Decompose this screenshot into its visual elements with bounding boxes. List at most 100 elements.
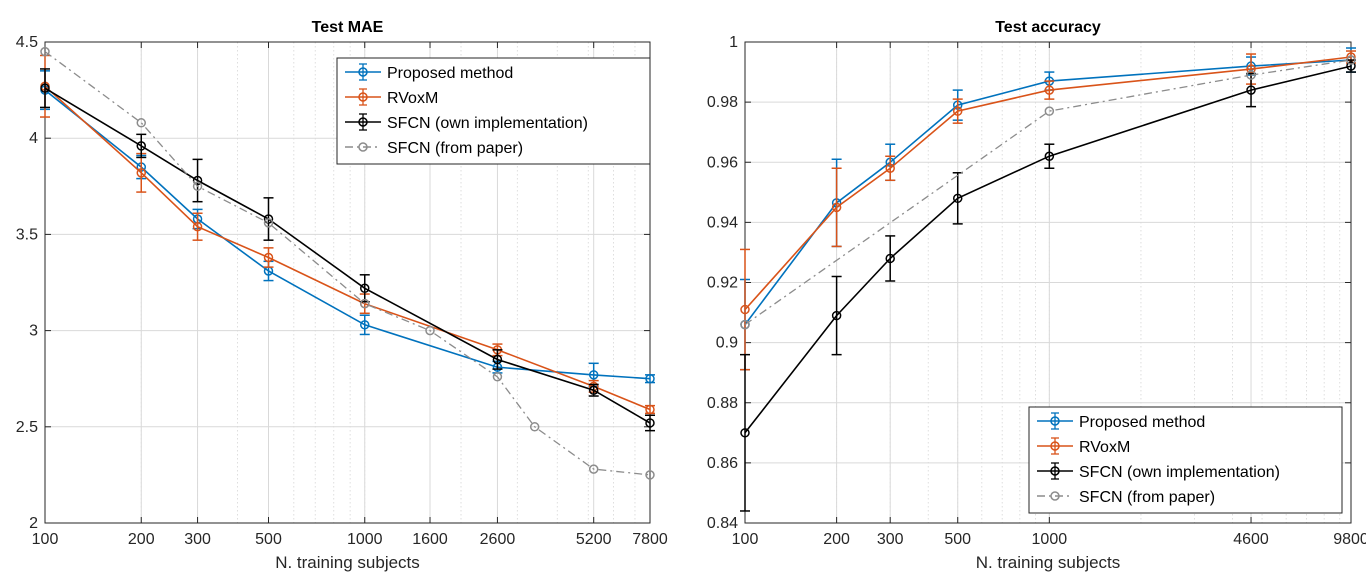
data-point (740, 304, 750, 315)
legend-item: Proposed method (1037, 412, 1205, 431)
data-point (588, 464, 599, 474)
data-point (740, 319, 750, 330)
data-point (885, 253, 895, 264)
data-point (263, 218, 274, 228)
legend-swatch-marker (358, 142, 368, 152)
y-tick-label: 0.9 (716, 335, 738, 352)
data-point (192, 221, 203, 232)
x-tick-label: 1000 (1032, 531, 1068, 548)
x-tick-label: 1000 (347, 531, 383, 548)
x-tick-label: 500 (255, 531, 282, 548)
data-point (263, 214, 274, 224)
legend-label: SFCN (own implementation) (387, 115, 588, 132)
data-point (136, 141, 147, 151)
y-tick-label: 0.98 (707, 94, 738, 111)
legend-item: SFCN (own implementation) (1037, 462, 1280, 481)
y-tick-label: 3.5 (16, 226, 38, 243)
data-point (1044, 85, 1055, 95)
legend-item: SFCN (from paper) (1037, 489, 1215, 506)
legend-item: RVoxM (1037, 437, 1130, 456)
chart-title: Test MAE (312, 19, 384, 36)
y-tick-label: 0.96 (707, 154, 738, 171)
series-line (44, 85, 651, 411)
data-point (645, 418, 655, 428)
x-tick-label: 500 (944, 531, 971, 548)
data-point (740, 428, 750, 438)
axes-box (44, 41, 651, 524)
x-tick-label: 200 (128, 531, 155, 548)
x-tick-label: 200 (823, 531, 850, 548)
legend-label: SFCN (from paper) (387, 140, 523, 157)
data-point (136, 118, 147, 128)
data-point (952, 193, 963, 204)
series-sfcn-own-implementation- (740, 59, 1356, 512)
data-point (1246, 85, 1256, 95)
y-tick-label: 4.5 (16, 34, 38, 51)
legend-label: Proposed method (387, 65, 513, 82)
y-ticks: 0.84 0.86 0.88 0.9 0.92 0.94 0.96 0.98 1 (707, 34, 1351, 532)
data-point (425, 325, 435, 336)
y-tick-label: 2.5 (16, 419, 38, 436)
data-point (588, 385, 599, 395)
chart-title: Test accuracy (995, 19, 1101, 36)
legend-swatch-marker (1050, 491, 1060, 501)
legend-label: RVoxM (387, 90, 438, 107)
x-ticks: 100 200 300 500 1000 1600 2600 5200 7800 (32, 42, 668, 548)
y-tick-label: 1 (729, 34, 738, 51)
data-point (192, 175, 203, 186)
x-axis-label: N. training subjects (976, 553, 1121, 572)
data-point (1346, 61, 1356, 71)
data-point (1044, 151, 1055, 161)
legend-item: SFCN (from paper) (345, 140, 523, 157)
legend-label: RVoxM (1079, 439, 1130, 456)
data-point (831, 310, 842, 321)
legend-label: Proposed method (1079, 414, 1205, 431)
y-tick-label: 0.86 (707, 455, 738, 472)
data-point (360, 283, 370, 294)
y-ticks: 2 2.5 3 3.5 4 4.5 (16, 34, 650, 532)
x-tick-label: 300 (877, 531, 904, 548)
y-tick-label: 0.88 (707, 395, 738, 412)
series-line (744, 59, 1352, 326)
x-axis-label: N. training subjects (275, 553, 420, 572)
x-tick-label: 4600 (1233, 531, 1269, 548)
data-point (360, 320, 370, 330)
data-point (645, 470, 655, 480)
data-point (529, 422, 540, 432)
data-point (885, 163, 895, 174)
series-sfcn-from-paper- (740, 55, 1356, 330)
legend-item: SFCN (own implementation) (345, 113, 588, 132)
data-point (492, 372, 503, 382)
series-sfcn-own-implementation- (40, 68, 655, 432)
data-point (263, 252, 274, 263)
data-point (492, 354, 503, 365)
data-point (645, 373, 655, 384)
data-point (645, 404, 655, 415)
data-point (1044, 106, 1055, 116)
series-line (44, 89, 651, 380)
x-tick-label: 100 (732, 531, 759, 548)
data-point (136, 168, 147, 178)
y-tick-label: 0.94 (707, 214, 738, 231)
x-tick-label: 1600 (412, 531, 448, 548)
series-line (44, 51, 651, 476)
legend-box (1028, 406, 1343, 514)
x-tick-label: 9800 (1333, 531, 1366, 548)
legend-item: Proposed method (345, 63, 513, 82)
series-sfcn-from-paper- (40, 46, 655, 480)
legend-label: SFCN (from paper) (1079, 489, 1215, 506)
legend: Proposed method RVoxM SFCN (own implementa… (336, 57, 651, 165)
y-tick-label: 2 (29, 515, 38, 532)
x-tick-label: 300 (184, 531, 211, 548)
y-tick-label: 4 (29, 130, 38, 147)
y-tick-label: 0.92 (707, 275, 738, 292)
data-point (192, 181, 203, 192)
chart-1: 100 200 300 500 1000 1600 2600 5200 7800 2 2.5 3 3.5… (16, 19, 668, 572)
y-tick-label: 0.84 (707, 515, 738, 532)
legend-label: SFCN (own implementation) (1079, 464, 1280, 481)
legend-box (336, 57, 651, 165)
data-point (588, 370, 599, 380)
x-tick-label: 100 (32, 531, 59, 548)
